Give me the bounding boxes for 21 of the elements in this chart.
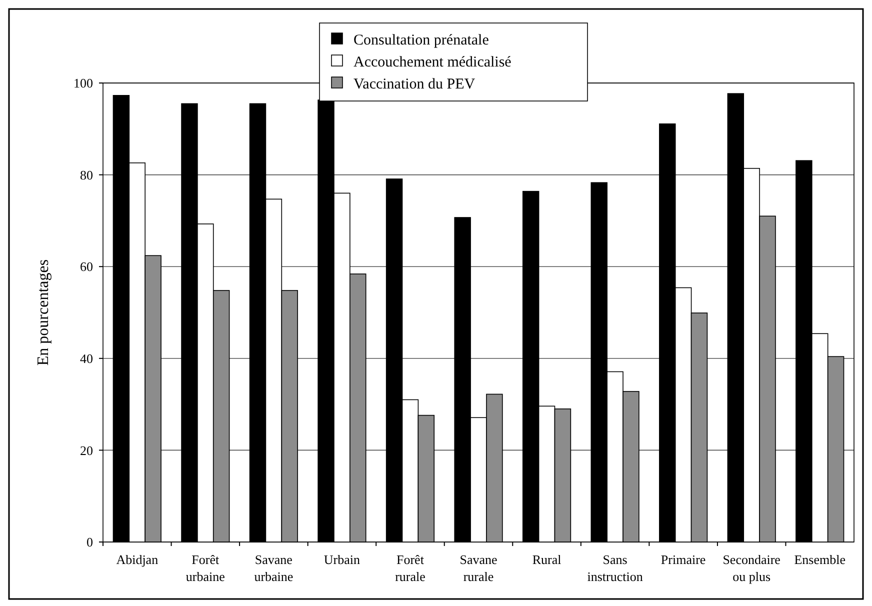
x-tick-label: Sans instruction	[587, 552, 644, 584]
y-tick-label: 100	[74, 76, 93, 91]
x-tick-label: Forêt rurale	[395, 552, 426, 584]
y-tick-label: 20	[80, 442, 93, 458]
y-tick-label: 80	[80, 167, 93, 182]
legend-label: Consultation prénatale	[354, 32, 490, 48]
y-tick-label: 0	[86, 534, 93, 550]
x-tick-label: Secondaire ou plus	[722, 552, 781, 584]
y-tick-label: 60	[80, 259, 93, 274]
x-tick-label: Primaire	[660, 552, 706, 567]
x-tick-label: Urbain	[324, 552, 360, 567]
y-tick-label: 40	[80, 350, 93, 366]
x-tick-label: Ensemble	[794, 552, 846, 567]
x-tick-label: Savane urbaine	[254, 552, 294, 584]
legend-label: Accouchement médicalisé	[354, 54, 512, 70]
x-tick-label: Abidjan	[116, 552, 159, 567]
x-tick-label: Rural	[532, 552, 562, 567]
y-axis-title: En pourcentages	[35, 259, 52, 366]
x-tick-label: Forêt urbaine	[186, 552, 226, 584]
legend-label: Vaccination du PEV	[354, 76, 476, 92]
x-tick-label: Savane rurale	[460, 552, 498, 584]
